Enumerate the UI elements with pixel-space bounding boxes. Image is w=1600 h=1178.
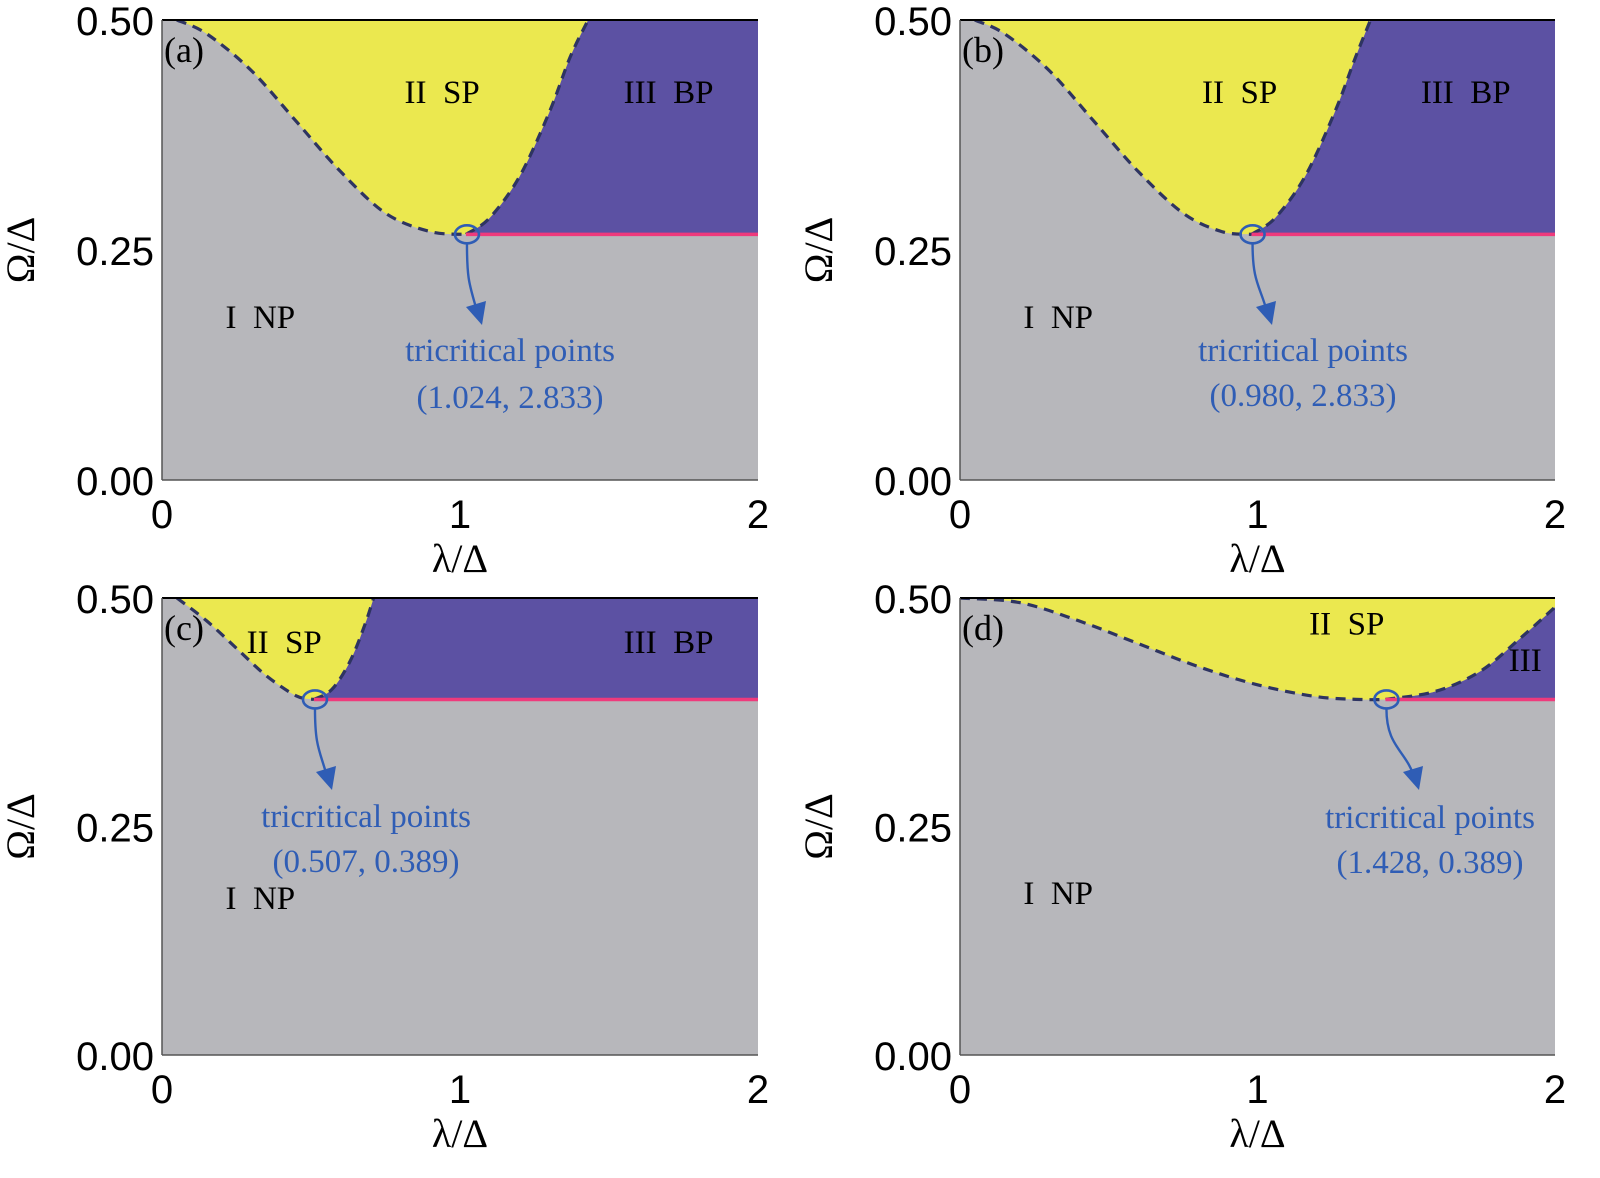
region-label-bp: III: [1509, 643, 1542, 679]
region-label-sp: II SP: [1202, 75, 1277, 111]
x-tick-label: 2: [1544, 1068, 1566, 1112]
tricritical-coords: (0.980, 2.833): [1210, 378, 1397, 414]
x-tick-label: 1: [1246, 493, 1268, 537]
sp-region: [974, 20, 1371, 235]
tricritical-coords: (0.507, 0.389): [273, 844, 460, 880]
bp-region: [1251, 20, 1555, 235]
x-tick-label: 2: [1544, 493, 1566, 537]
region-label-np: I NP: [225, 300, 295, 336]
panel-tag: (b): [962, 30, 1004, 70]
y-axis-label: Ω/Δ: [796, 793, 841, 860]
region-label-np: I NP: [1023, 300, 1093, 336]
arrow-head-icon: [316, 766, 336, 790]
y-tick-label: 0.00: [76, 460, 154, 504]
panel-tag: (c): [164, 608, 204, 648]
tricritical-label: tricritical points: [405, 333, 615, 369]
y-tick-label: 0.50: [76, 0, 154, 44]
y-axis-label: Ω/Δ: [796, 217, 841, 284]
x-tick-label: 0: [151, 1068, 173, 1112]
x-axis-label: λ/Δ: [1229, 1111, 1285, 1156]
panel-d: tricritical points (1.428, 0.389) I NP II S…: [796, 578, 1566, 1156]
region-label-bp: III BP: [1421, 75, 1511, 111]
x-axis-label: λ/Δ: [432, 1111, 488, 1156]
x-tick-label: 2: [747, 1068, 769, 1112]
y-tick-label: 0.25: [874, 807, 952, 851]
y-tick-label: 0.25: [76, 230, 154, 274]
sp-region: [960, 598, 1555, 700]
y-axis-label: Ω/Δ: [0, 793, 43, 860]
second-order-boundary-left: [974, 20, 1252, 236]
panel-a: tricritical points (1.024, 2.833) I NP II S…: [0, 0, 769, 581]
region-label-sp: II SP: [247, 625, 322, 661]
bp-region: [313, 598, 758, 700]
region-label-np: I NP: [1023, 876, 1093, 912]
arrow-head-icon: [1256, 301, 1276, 325]
region-label-bp: III BP: [624, 625, 714, 661]
second-order-boundary-right: [1385, 605, 1555, 702]
region-label-np: I NP: [225, 881, 295, 917]
x-tick-label: 0: [949, 493, 971, 537]
x-tick-label: 1: [1246, 1068, 1268, 1112]
second-order-boundary-left: [176, 20, 467, 236]
region-label-sp: II SP: [1309, 607, 1384, 643]
y-tick-label: 0.50: [76, 578, 154, 622]
x-tick-label: 0: [151, 493, 173, 537]
second-order-boundary-right: [1250, 20, 1372, 236]
tricritical-label: tricritical points: [1325, 800, 1535, 836]
y-tick-label: 0.25: [874, 230, 952, 274]
bp-region: [465, 20, 758, 235]
y-tick-label: 0.00: [874, 460, 952, 504]
y-tick-label: 0.25: [76, 807, 154, 851]
tricritical-coords: (1.024, 2.833): [417, 380, 604, 416]
second-order-boundary-right: [465, 20, 590, 236]
x-tick-label: 0: [949, 1068, 971, 1112]
panel-tag: (a): [164, 30, 204, 70]
x-tick-label: 2: [747, 493, 769, 537]
second-order-boundary-right: [313, 598, 376, 701]
x-tick-label: 1: [449, 1068, 471, 1112]
y-axis-label: Ω/Δ: [0, 217, 43, 284]
arrow-head-icon: [1403, 766, 1423, 790]
panel-b: tricritical points (0.980, 2.833) I NP II S…: [796, 0, 1566, 581]
tricritical-label: tricritical points: [1198, 333, 1408, 369]
tricritical-label: tricritical points: [261, 799, 471, 835]
tricritical-coords: (1.428, 0.389): [1337, 845, 1524, 881]
panel-tag: (d): [962, 608, 1004, 648]
x-tick-label: 1: [449, 493, 471, 537]
y-tick-label: 0.00: [76, 1035, 154, 1079]
arrow-head-icon: [466, 301, 486, 325]
y-tick-label: 0.00: [874, 1035, 952, 1079]
sp-region: [176, 20, 589, 235]
second-order-boundary-left: [175, 598, 315, 702]
y-tick-label: 0.50: [874, 0, 952, 44]
x-axis-label: λ/Δ: [1229, 536, 1285, 581]
x-axis-label: λ/Δ: [432, 536, 488, 581]
region-label-bp: III BP: [624, 75, 714, 111]
panel-c: tricritical points (0.507, 0.389)I NP II S…: [0, 578, 769, 1156]
second-order-boundary-left: [960, 598, 1386, 702]
bp-region: [1385, 598, 1555, 700]
region-label-sp: II SP: [405, 75, 480, 111]
y-tick-label: 0.50: [874, 578, 952, 622]
sp-region: [176, 598, 374, 700]
